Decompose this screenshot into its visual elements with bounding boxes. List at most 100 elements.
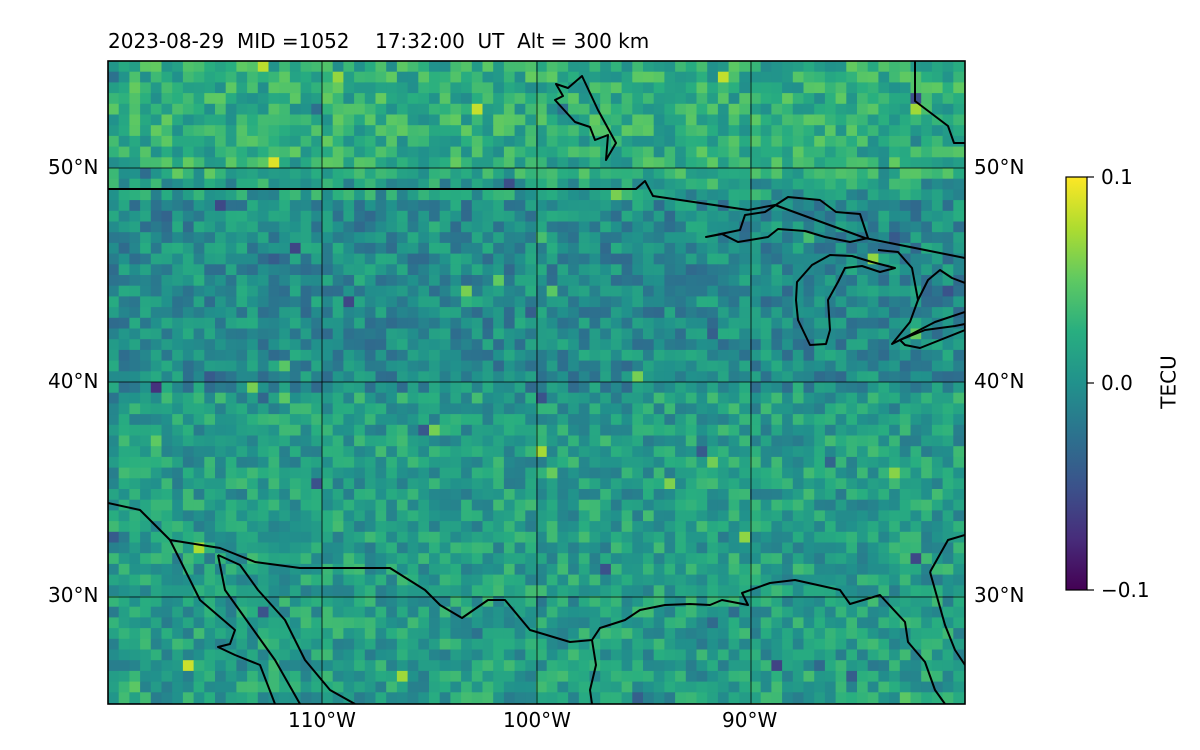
tec-cell	[568, 275, 580, 287]
tec-cell	[653, 660, 665, 672]
tec-cell	[407, 242, 419, 255]
tec-cell	[343, 189, 355, 201]
tec-cell	[782, 317, 794, 330]
tec-cell	[396, 296, 409, 308]
tec-cell	[600, 531, 612, 544]
tec-cell	[429, 242, 441, 255]
tec-cell	[525, 392, 537, 404]
tec-cell	[536, 125, 548, 137]
tec-cell	[215, 349, 227, 362]
tec-cell	[899, 371, 912, 383]
tec-cell	[546, 93, 558, 105]
tec-cell	[172, 264, 184, 276]
tec-cell	[257, 596, 270, 608]
tec-cell	[332, 221, 344, 233]
tec-cell	[899, 232, 912, 244]
tec-cell	[942, 339, 954, 351]
tec-cell	[289, 178, 302, 190]
tec-cell	[728, 553, 740, 565]
tec-cell	[664, 189, 676, 201]
tec-cell	[717, 307, 730, 319]
tec-cell	[792, 210, 805, 223]
tec-cell	[878, 510, 890, 522]
tec-cell	[450, 328, 462, 340]
tec-cell	[289, 114, 302, 126]
tec-cell	[675, 467, 687, 479]
tec-cell	[857, 296, 869, 308]
tec-cell	[311, 232, 323, 244]
tec-cell	[568, 553, 580, 565]
tec-cell	[664, 574, 676, 586]
tec-cell	[578, 435, 591, 447]
tec-cell	[953, 660, 965, 672]
tec-cell	[814, 103, 826, 116]
tec-cell	[867, 328, 879, 340]
tec-cell	[600, 189, 612, 201]
tec-cell	[782, 392, 794, 404]
tec-cell	[461, 328, 473, 340]
tec-cell	[536, 424, 548, 437]
tec-cell	[728, 638, 740, 651]
tec-cell	[643, 275, 655, 287]
tec-cell	[311, 339, 323, 351]
tec-cell	[300, 360, 312, 372]
tec-cell	[375, 71, 387, 83]
tec-cell	[889, 285, 901, 297]
tec-cell	[429, 253, 441, 265]
tec-cell	[471, 307, 484, 319]
tec-cell	[675, 82, 687, 94]
tec-cell	[568, 168, 580, 180]
tec-cell	[910, 168, 922, 180]
tec-cell	[247, 510, 259, 522]
tec-cell	[878, 307, 890, 319]
tec-cell	[921, 221, 933, 233]
tec-cell	[910, 178, 922, 190]
tec-cell	[118, 617, 130, 629]
tec-cell	[707, 285, 719, 297]
tec-cell	[407, 638, 419, 651]
tec-cell	[300, 157, 312, 169]
tec-cell	[257, 253, 270, 265]
tec-cell	[461, 446, 473, 458]
tec-cell	[921, 692, 933, 704]
tec-cell	[536, 681, 548, 693]
tec-cell	[140, 542, 152, 554]
tec-cell	[118, 296, 130, 308]
tec-cell	[407, 382, 419, 394]
tec-cell	[557, 71, 569, 83]
tec-cell	[878, 456, 890, 469]
tec-cell	[407, 596, 419, 608]
tec-cell	[771, 382, 783, 394]
tec-cell	[685, 232, 698, 244]
tec-cell	[300, 424, 312, 437]
tec-cell	[578, 489, 591, 501]
tec-cell	[108, 168, 120, 180]
tec-cell	[910, 435, 922, 447]
tec-cell	[482, 435, 494, 447]
tec-cell	[108, 307, 120, 319]
tec-cell	[685, 339, 698, 351]
tec-cell	[739, 103, 751, 116]
tec-cell	[493, 200, 505, 212]
tec-cell	[664, 617, 676, 629]
tec-cell	[311, 200, 323, 212]
tec-cell	[568, 681, 580, 693]
tec-cell	[889, 660, 901, 672]
tec-cell	[311, 178, 323, 190]
tec-cell	[610, 275, 623, 287]
tec-cell	[621, 189, 633, 201]
tec-cell	[161, 146, 173, 158]
tec-cell	[643, 392, 655, 404]
tec-cell	[824, 82, 837, 94]
tec-cell	[664, 510, 676, 522]
tec-cell	[161, 189, 173, 201]
tec-cell	[118, 606, 130, 618]
tec-cell	[493, 253, 505, 265]
tec-cell	[728, 574, 740, 586]
tec-cell	[182, 285, 195, 297]
tec-cell	[717, 103, 730, 116]
tec-cell	[161, 628, 173, 640]
tec-cell	[364, 510, 377, 522]
tec-cell	[236, 93, 248, 105]
tec-cell	[899, 210, 912, 223]
